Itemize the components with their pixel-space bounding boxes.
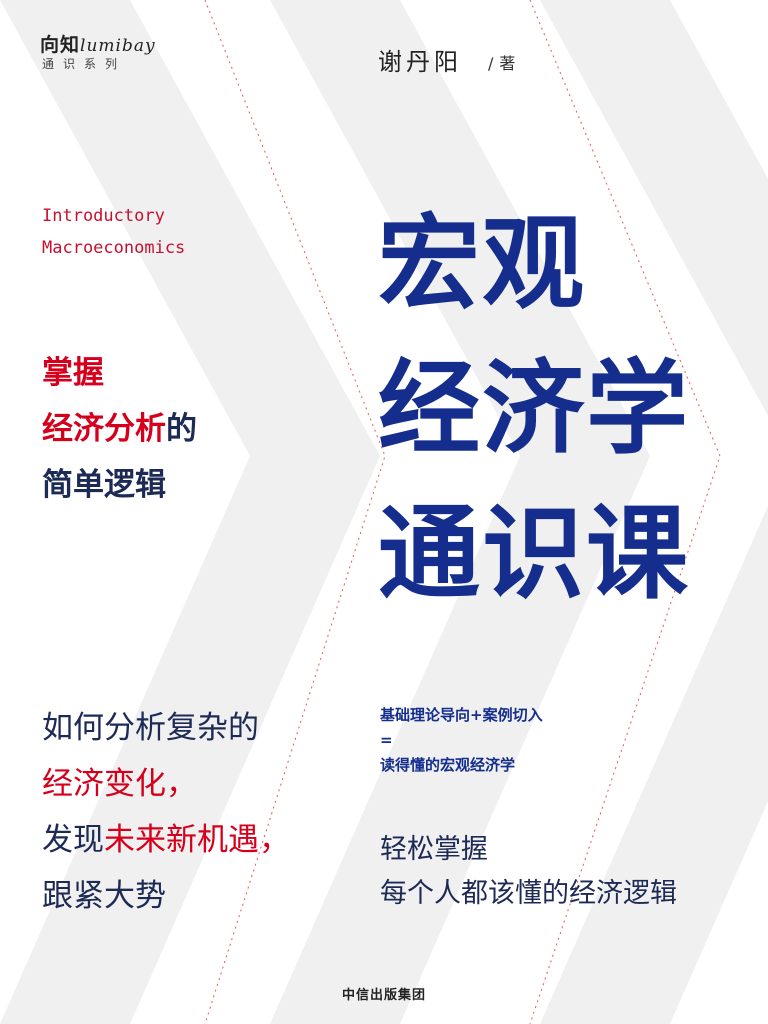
slogan-line2: 经济分析的 [42,401,197,457]
chevron-band-3 [540,0,768,1024]
main-title-line1: 宏观 [378,205,586,324]
tagline-line2: 每个人都该懂的经济逻辑 [380,878,677,909]
lower-left-line3: 发现未来新机遇， [42,812,290,868]
publisher-logo: 向知lumibay [40,30,156,57]
author-name: 谢丹阳 [378,48,462,76]
lower-left-line2: 经济变化， [42,766,197,802]
tagline-line1: 轻松掌握 [380,834,488,865]
series-label: 通识系列 [42,57,127,71]
english-title-line1: Introductory [42,206,165,226]
lower-left-line3-red: 未来新机遇， [104,822,290,858]
main-title: 宏观 经济学 通识课 [378,192,690,627]
logo-brand-cn: 向知 [40,34,81,56]
method-line3: 读得懂的宏观经济学 [380,756,516,774]
author-separator: / [488,54,494,73]
lower-left-line3-pre: 发现 [42,822,104,858]
method-line1: 基础理论导向+案例切入 [380,706,543,724]
lower-left-line4: 跟紧大势 [42,878,166,914]
slogan-line2-red: 经济分析 [42,411,166,447]
slogan-line3: 简单逻辑 [42,467,166,503]
english-title: Introductory Macroeconomics [42,200,185,264]
slogan: 掌握 经济分析的 简单逻辑 [42,345,197,513]
logo-brand-en: lumibay [80,36,156,56]
lower-left-copy: 如何分析复杂的 经济变化， 发现未来新机遇， 跟紧大势 [42,700,290,924]
method-block: 基础理论导向+案例切入 = 读得懂的宏观经济学 [380,703,543,778]
chevron-band-1 [0,0,380,1024]
main-title-line2: 经济学 [378,350,690,469]
publisher-name: 中信出版集团 [341,988,426,1003]
lower-left-line1: 如何分析复杂的 [42,710,259,746]
slogan-line1: 掌握 [42,355,104,391]
author-role: / 著 [488,50,515,74]
main-title-line3: 通识课 [378,495,690,614]
slogan-line2-rest: 的 [166,411,197,447]
method-equals: = [380,731,393,749]
dotted-chevron-line-2 [529,0,721,1024]
author-role-text: 著 [499,54,516,73]
dotted-chevron-line-1 [204,0,386,1024]
english-title-line2: Macroeconomics [42,238,186,258]
chevron-band-2 [270,0,650,1024]
tagline: 轻松掌握 每个人都该懂的经济逻辑 [380,828,677,916]
